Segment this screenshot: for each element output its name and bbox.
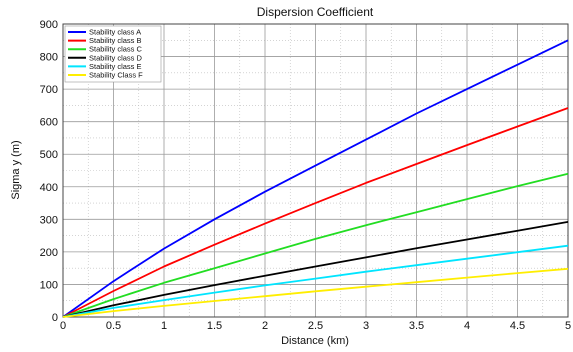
legend-label: Stability Class F <box>89 71 143 80</box>
y-axis-title: Sigma y (m) <box>10 140 22 199</box>
plot-area-frame <box>62 23 569 318</box>
x-tick-label: 0.5 <box>106 320 121 332</box>
x-tick-label: 2.5 <box>308 320 323 332</box>
y-tick-label: 700 <box>40 84 58 96</box>
x-tick-label: 5 <box>565 320 571 332</box>
y-tick-label: 600 <box>40 117 58 129</box>
series-line-1 <box>62 39 569 318</box>
legend-label: Stability class A <box>89 28 141 37</box>
series-line-2 <box>62 107 569 318</box>
legend-label: Stability class D <box>89 53 143 62</box>
x-tick-label: 4 <box>464 320 470 332</box>
chart-title: Dispersion Coefficient <box>257 5 374 19</box>
legend-label: Stability class E <box>89 62 142 71</box>
series-line-5 <box>62 244 569 318</box>
y-tick-label: 300 <box>40 214 58 226</box>
y-tick-label: 0 <box>52 312 58 324</box>
y-tick-label: 900 <box>40 19 58 31</box>
x-tick-label: 4.5 <box>510 320 525 332</box>
series-line-3 <box>62 172 569 318</box>
x-tick-label: 3.5 <box>409 320 424 332</box>
series-lines <box>62 39 569 318</box>
y-tick-label: 200 <box>40 247 58 259</box>
x-axis-title: Distance (km) <box>281 335 349 347</box>
tick-labels: 0 0.5 1 1.5 2 2.5 3 3.5 4 4.5 5 0 100 200 300 400 500 600… <box>40 19 571 332</box>
x-tick-label: 3 <box>363 320 369 332</box>
x-tick-label: 2 <box>262 320 268 332</box>
legend-box <box>64 25 162 83</box>
series-line-6 <box>62 267 569 318</box>
y-tick-label: 800 <box>40 52 58 64</box>
x-tick-label: 0 <box>60 320 66 332</box>
x-tick-label: 1.5 <box>207 320 222 332</box>
y-tick-label: 400 <box>40 182 58 194</box>
legend-label: Stability class B <box>89 36 142 45</box>
y-tick-label: 500 <box>40 149 58 161</box>
y-tick-label: 100 <box>40 279 58 291</box>
legend-label: Stability class C <box>89 45 143 54</box>
x-tick-label: 1 <box>161 320 167 332</box>
series-line-4 <box>62 221 569 318</box>
